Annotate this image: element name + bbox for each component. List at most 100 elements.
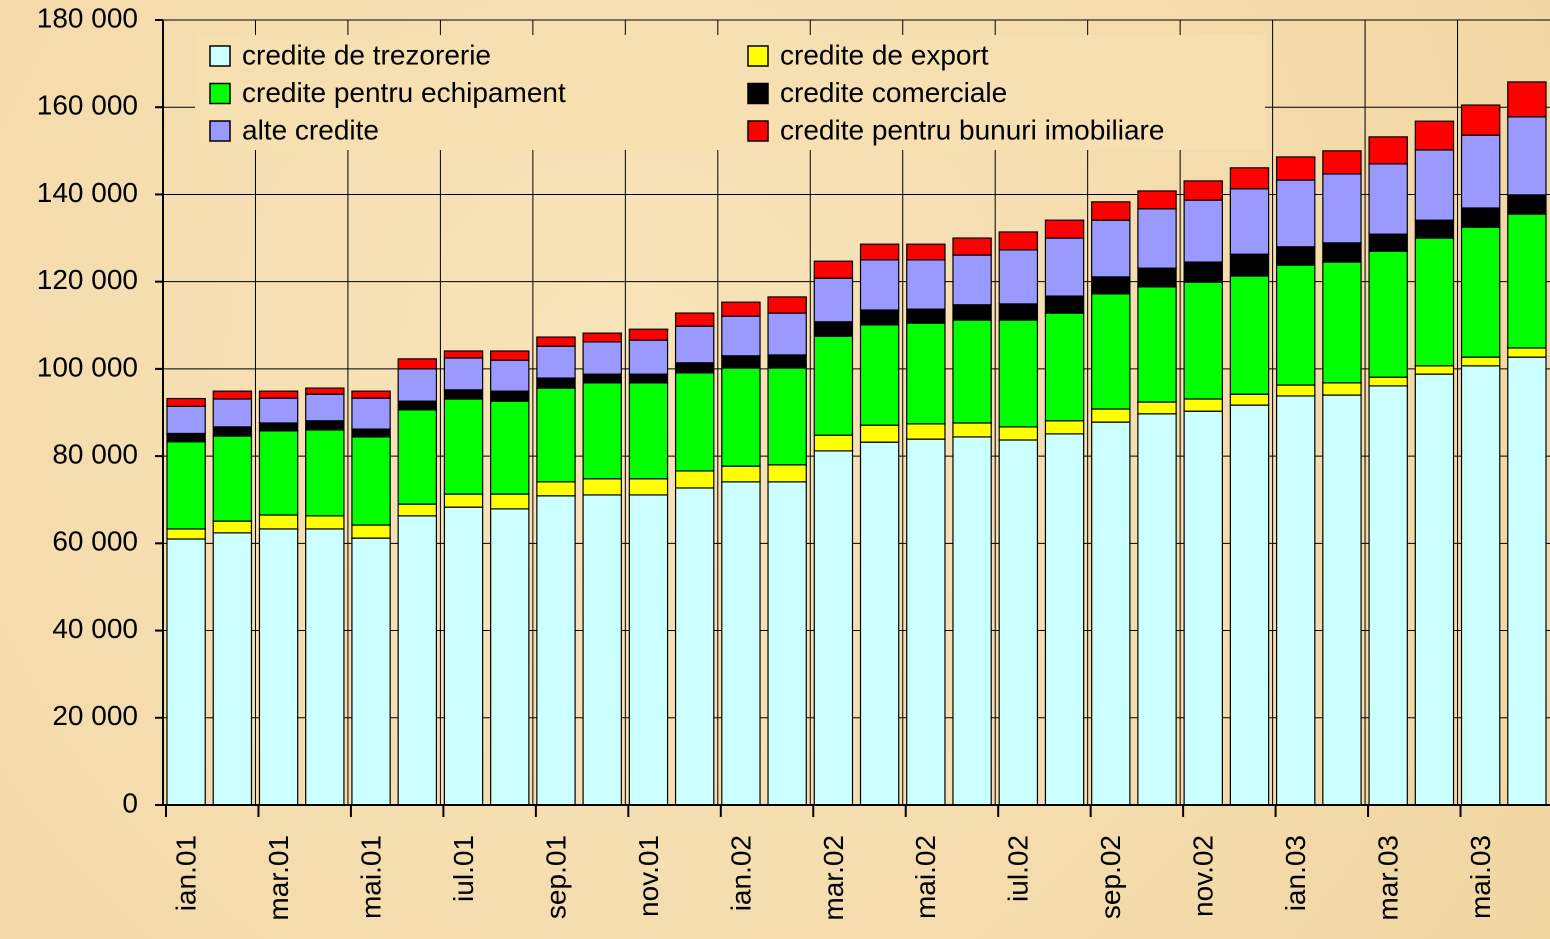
bar-segment (582, 341, 622, 375)
bar-segment (998, 249, 1039, 305)
bar-segment (1368, 136, 1408, 165)
bar-segment (397, 358, 437, 370)
bar-segment (674, 372, 715, 472)
bar-segment (674, 325, 715, 364)
bar-segment (859, 259, 900, 311)
bar-segment (536, 481, 576, 497)
bar-segment (397, 409, 437, 505)
bar-segment (813, 434, 854, 452)
x-tick-label: mar.03 (1373, 835, 1404, 921)
bar-segment (1368, 233, 1408, 252)
bar-segment (813, 277, 854, 323)
x-tick-label: mai.01 (355, 835, 386, 919)
legend-swatch (747, 82, 769, 105)
y-tick-label: 100 000 (37, 351, 138, 382)
bar-segment (674, 487, 715, 806)
bar-segment (628, 478, 669, 496)
bar-segment (305, 393, 345, 422)
bar-segment (1322, 394, 1362, 806)
legend-label: credite de trezorerie (242, 39, 491, 70)
bar-segment (721, 355, 761, 369)
bar-segment (813, 335, 854, 436)
legend-label: alte credite (242, 114, 379, 145)
bar-segment (305, 420, 345, 431)
bar-segment (1091, 219, 1131, 278)
bar-segment (166, 528, 206, 540)
legend-swatch (209, 45, 231, 67)
bar-segment (906, 259, 946, 310)
bar-segment (1091, 276, 1131, 295)
x-tick-label: ian.01 (171, 835, 202, 911)
x-tick-label: iul.02 (1003, 835, 1034, 902)
bar-segment (1322, 242, 1362, 263)
bar-segment (1275, 384, 1316, 397)
bar-segment (1368, 250, 1408, 378)
bar-segment (1275, 179, 1316, 248)
bar-segment (1183, 261, 1223, 283)
bar-segment (998, 231, 1039, 251)
bar-segment (443, 357, 484, 391)
bar-segment (1507, 116, 1547, 196)
x-tick-label: mai.03 (1465, 835, 1496, 919)
bar-segment (166, 397, 206, 407)
bar-segment (1044, 219, 1085, 239)
bar-segment (906, 308, 946, 324)
bar-segment (1044, 295, 1085, 314)
bar-segment (212, 426, 253, 437)
bar-segment (1460, 226, 1501, 358)
legend-label: credite de export (780, 39, 989, 70)
bar-segment (305, 515, 345, 530)
legend-background (195, 35, 1265, 150)
bar-segment (258, 390, 299, 399)
bar-segment (1507, 347, 1547, 358)
x-tick-label: mar.01 (263, 835, 294, 921)
bar-segment (767, 464, 807, 483)
bar-segment (721, 301, 761, 317)
bar-segment (1275, 156, 1316, 181)
bar-segment (767, 354, 807, 369)
legend-swatch (209, 120, 231, 142)
bar-segment (628, 494, 669, 806)
bar-segment (490, 350, 530, 361)
bar-segment (1414, 120, 1455, 151)
bar-segment (1322, 150, 1362, 175)
bar-segment (443, 506, 484, 806)
bar-segment (443, 493, 484, 508)
bar-segment (767, 312, 807, 356)
bar-segment (859, 243, 900, 261)
bar-segment (674, 312, 715, 327)
y-tick-label: 80 000 (52, 439, 138, 470)
bar-segment (1460, 207, 1501, 228)
bar-segment (166, 432, 206, 443)
bar-segment (1137, 413, 1177, 806)
bar-segment (443, 398, 484, 495)
bar-segment (1137, 401, 1177, 415)
bar-segment (767, 367, 807, 466)
bar-segment (721, 367, 761, 467)
bar-segment (952, 436, 992, 806)
bar-segment (397, 515, 437, 806)
bar-segment (397, 503, 437, 517)
legend-label: credite comerciale (780, 77, 1007, 108)
bar-segment (906, 322, 946, 425)
x-tick-label: sep.02 (1095, 835, 1126, 919)
bar-segment (1137, 190, 1177, 210)
bar-segment (721, 465, 761, 483)
bar-segment (1460, 104, 1501, 136)
bar-segment (305, 429, 345, 517)
bar-segment (212, 398, 253, 428)
bar-segment (166, 441, 206, 530)
legend-swatch (747, 120, 769, 142)
bar-segment (1414, 237, 1455, 367)
bar-segment (859, 324, 900, 426)
bar-segment (536, 495, 576, 806)
bar-segment (952, 319, 992, 424)
bar-segment (1507, 81, 1547, 118)
bar-segment (628, 328, 669, 341)
bar-segment (1044, 420, 1085, 435)
x-tick-label: mar.02 (818, 835, 849, 921)
legend-swatch (747, 45, 769, 67)
bar-segment (258, 397, 299, 424)
legend-label: credite pentru bunuri imobiliare (780, 114, 1164, 145)
bar-segment (582, 382, 622, 480)
